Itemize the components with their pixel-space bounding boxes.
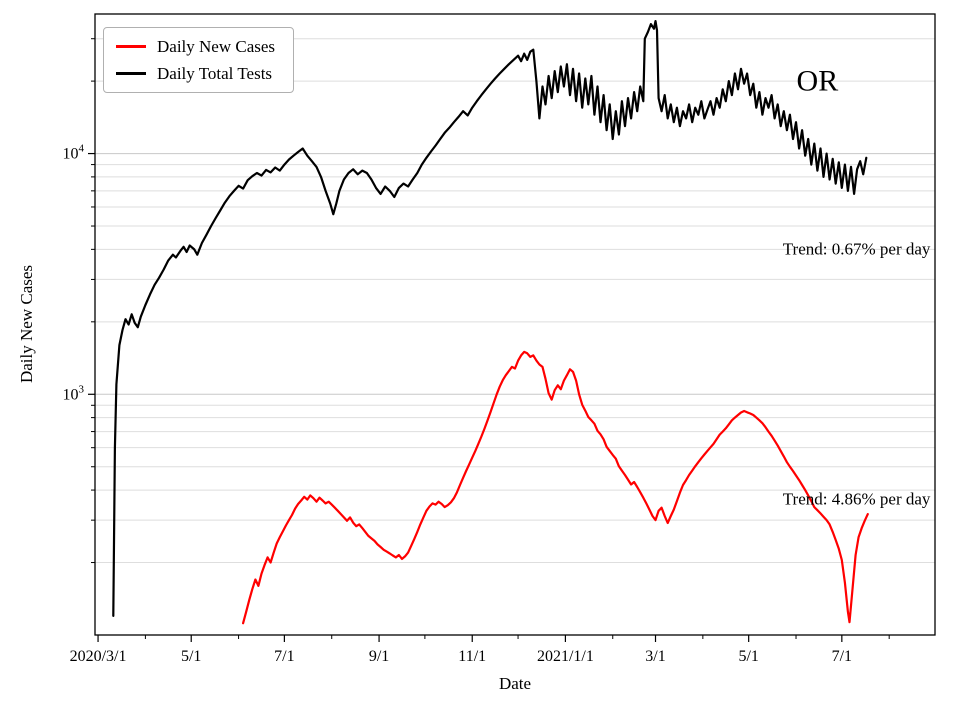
legend-label: Daily New Cases xyxy=(157,37,276,56)
x-tick-label: 7/1 xyxy=(274,648,294,665)
legend-swatch-black-line xyxy=(116,72,146,75)
series-daily-total-tests xyxy=(112,20,868,617)
annotation-trend-0-67-per-day: Trend: 0.67% per day xyxy=(783,240,931,259)
x-axis-label: Date xyxy=(498,674,532,693)
legend-item-daily-total-tests: Daily Total Tests xyxy=(116,65,275,82)
annotation-or: OR xyxy=(797,64,839,97)
legend-label: Daily Total Tests xyxy=(157,64,273,83)
y-axis-label: Daily New Cases xyxy=(17,264,36,384)
x-tick-label: 9/1 xyxy=(369,648,389,665)
x-tick-label: 2021/1/1 xyxy=(537,648,594,665)
x-tick-label: 5/1 xyxy=(738,648,758,665)
plot-frame xyxy=(94,13,936,636)
legend: Daily New Cases Daily Total Tests xyxy=(103,27,295,93)
x-tick-label: 11/1 xyxy=(458,648,486,665)
x-tick-label: 3/1 xyxy=(645,648,665,665)
x-tick-label: 7/1 xyxy=(832,648,852,665)
annotation-trend-4-86-per-day: Trend: 4.86% per day xyxy=(783,490,931,509)
legend-swatch-red-line xyxy=(116,45,146,48)
series-daily-new-cases xyxy=(242,350,869,625)
x-tick-label: 5/1 xyxy=(181,648,201,665)
legend-item-daily-new-cases: Daily New Cases xyxy=(116,38,275,55)
y-tick-label: 103 xyxy=(63,383,85,403)
x-tick-label: 2020/3/1 xyxy=(70,648,127,665)
y-tick-label: 104 xyxy=(63,143,85,163)
